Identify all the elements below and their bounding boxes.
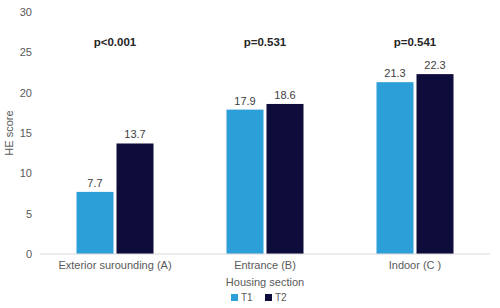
legend: T1 T2 <box>231 292 287 303</box>
y-tick-label: 20 <box>20 87 32 99</box>
bar <box>77 192 114 254</box>
data-label: 17.9 <box>234 95 255 107</box>
y-tick <box>37 92 40 93</box>
data-label: 18.6 <box>274 89 295 101</box>
bar <box>377 82 414 254</box>
data-label: 13.7 <box>124 128 145 140</box>
y-tick-label: 0 <box>26 248 32 260</box>
data-labels: 7.7 13.7 17.9 18.6 21.3 22.3 <box>87 59 445 189</box>
x-axis-label: Housing section <box>226 276 304 288</box>
y-tick <box>37 52 40 53</box>
chart-svg: 0 5 10 15 20 25 30 HE score Housing section 7.7 13… <box>0 0 500 308</box>
legend-swatch <box>231 294 238 301</box>
bar <box>417 74 454 254</box>
x-tick-label: Entrance (B) <box>234 259 296 271</box>
bar <box>117 143 154 254</box>
x-axis-line <box>40 254 490 255</box>
legend-label: T2 <box>275 292 287 303</box>
y-tick-label: 10 <box>20 167 32 179</box>
y-tick-label: 25 <box>20 46 32 58</box>
y-tick <box>37 12 40 13</box>
y-axis-label: HE score <box>3 110 15 155</box>
y-tick-label: 30 <box>20 6 32 18</box>
y-tick <box>37 173 40 174</box>
annotation: p=0.541 <box>394 36 437 48</box>
x-tick-label: Indoor (C ) <box>389 259 442 271</box>
legend-swatch <box>265 294 272 301</box>
chart-container: 0 5 10 15 20 25 30 HE score Housing section 7.7 13… <box>0 0 500 308</box>
x-tick-label: Exterior surounding (A) <box>58 259 171 271</box>
y-tick-label: 5 <box>26 208 32 220</box>
y-tick-label: 15 <box>20 127 32 139</box>
y-tick <box>37 254 40 255</box>
data-label: 22.3 <box>424 59 445 71</box>
y-tick <box>37 213 40 214</box>
legend-label: T1 <box>241 292 253 303</box>
annotation: p<0.001 <box>94 36 137 48</box>
bars <box>77 74 454 254</box>
bar <box>227 110 264 254</box>
y-tick <box>37 133 40 134</box>
data-label: 7.7 <box>87 177 102 189</box>
data-label: 21.3 <box>384 67 405 79</box>
annotation: p=0.531 <box>244 36 287 48</box>
bar <box>267 104 304 254</box>
